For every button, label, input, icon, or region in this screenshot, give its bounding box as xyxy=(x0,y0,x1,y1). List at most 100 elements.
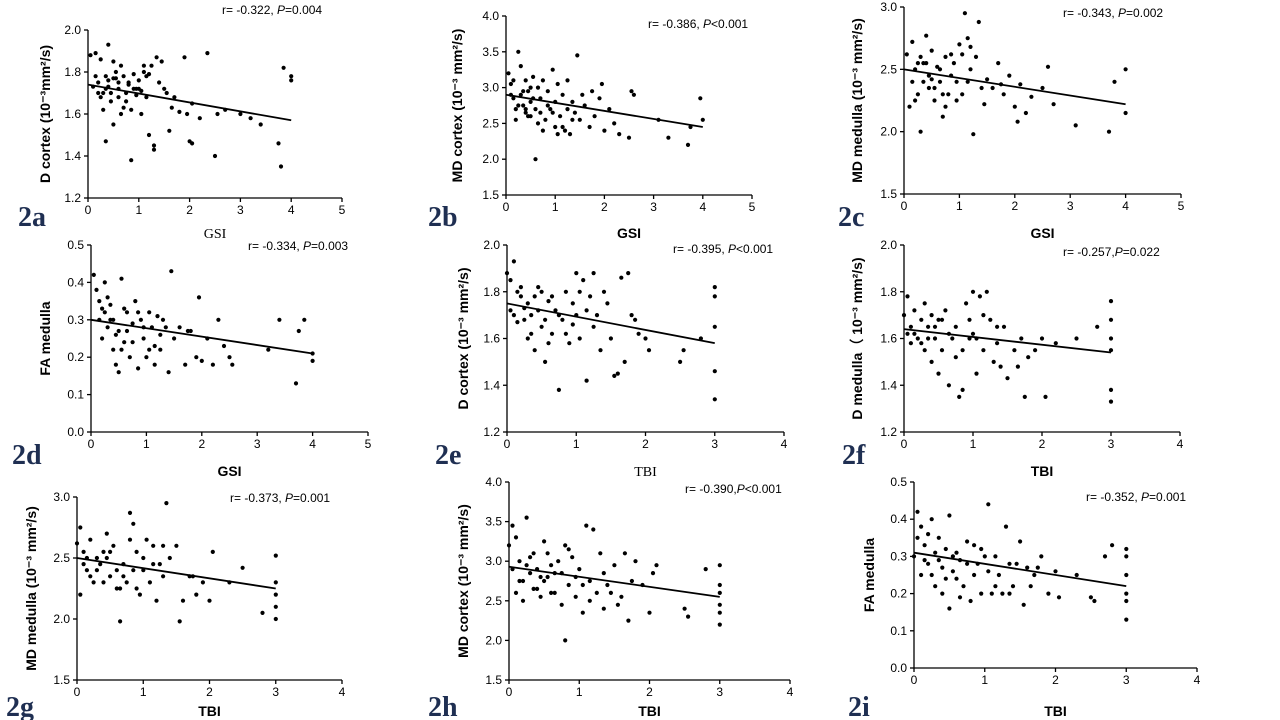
data-point xyxy=(559,602,564,607)
data-point xyxy=(1001,324,1007,329)
data-point xyxy=(1053,341,1058,346)
data-point xyxy=(525,301,530,306)
data-point xyxy=(922,301,927,306)
data-point xyxy=(177,619,182,624)
data-point xyxy=(935,64,940,69)
y-axis-label: D cortex (10⁻³ mm²/s) xyxy=(455,268,471,410)
data-point xyxy=(1019,336,1024,341)
stat-p-value: <0.001 xyxy=(745,482,782,496)
data-point xyxy=(146,132,152,138)
data-point xyxy=(94,287,99,292)
x-tick-label: 4 xyxy=(339,685,346,699)
data-point xyxy=(990,85,995,91)
data-point xyxy=(619,275,624,280)
data-point xyxy=(81,562,86,567)
data-point xyxy=(626,271,631,276)
x-tick-label: 2 xyxy=(1011,199,1018,213)
y-tick-label: 3.0 xyxy=(880,0,897,14)
data-point xyxy=(172,95,177,100)
data-point xyxy=(1106,129,1112,134)
data-point xyxy=(108,317,113,322)
data-point xyxy=(1000,591,1005,596)
data-point xyxy=(525,336,530,341)
y-tick-label: 3.0 xyxy=(482,81,499,95)
data-point xyxy=(960,52,965,57)
data-point xyxy=(993,554,998,559)
data-point xyxy=(666,135,671,140)
data-point xyxy=(131,86,136,91)
data-point xyxy=(81,549,86,555)
data-point xyxy=(513,107,518,112)
data-point xyxy=(529,331,534,336)
y-tick-label: 0.2 xyxy=(890,587,907,601)
data-point xyxy=(950,554,956,559)
data-point xyxy=(577,336,582,341)
data-point xyxy=(563,289,569,294)
data-point xyxy=(921,79,926,84)
data-point xyxy=(1124,554,1129,559)
stat-p-symbol: P xyxy=(303,239,311,253)
data-point xyxy=(289,78,294,83)
y-tick-label: 3.5 xyxy=(485,515,502,529)
y-tick-label: 0.4 xyxy=(890,512,907,526)
data-point xyxy=(1003,524,1009,529)
y-tick-label: 0.5 xyxy=(890,475,907,489)
data-point xyxy=(100,336,105,341)
data-point xyxy=(93,51,98,56)
data-point xyxy=(88,537,93,542)
data-point xyxy=(91,272,96,277)
stat-r: r= -0.257, xyxy=(1063,245,1115,259)
data-point xyxy=(1110,543,1115,548)
data-point xyxy=(943,576,948,581)
y-tick-label: 1.2 xyxy=(880,425,897,439)
stat-p-symbol: P xyxy=(1141,490,1149,504)
y-tick-label: 2.5 xyxy=(482,116,499,130)
data-point xyxy=(136,78,141,83)
data-point xyxy=(915,336,920,341)
x-tick-label: 2 xyxy=(1052,673,1059,687)
data-point xyxy=(979,85,984,91)
data-point xyxy=(982,102,987,107)
data-point xyxy=(124,99,129,104)
y-tick-label: 2.0 xyxy=(485,633,502,647)
y-tick-label: 1.6 xyxy=(483,332,500,346)
data-point xyxy=(524,515,529,520)
data-point xyxy=(1029,94,1034,99)
data-point xyxy=(622,359,627,364)
data-point xyxy=(542,578,547,584)
regression-line xyxy=(508,565,720,598)
data-point xyxy=(129,107,134,112)
data-point xyxy=(947,513,952,518)
data-point xyxy=(947,606,952,611)
data-point xyxy=(163,325,168,330)
data-point xyxy=(1040,85,1045,91)
data-point xyxy=(698,96,703,101)
x-axis-label: TBI xyxy=(1031,463,1054,479)
data-point xyxy=(599,81,605,87)
x-tick-label: 0 xyxy=(88,437,95,451)
data-point xyxy=(539,324,544,329)
x-tick-label: 1 xyxy=(135,203,142,217)
data-point xyxy=(622,551,628,556)
data-point xyxy=(166,370,171,375)
data-point xyxy=(601,606,606,611)
panel-2a: 0 1 2 3 4 5 1.2 1.4 1.6 1.8 2.0 GSI D cortex (10⁻³mm… xyxy=(18,3,346,242)
data-point xyxy=(215,111,220,117)
data-point xyxy=(1005,376,1010,381)
data-point xyxy=(591,271,596,276)
correlation-stat: r= -0.395, P<0.001 xyxy=(673,242,773,256)
data-point xyxy=(185,328,190,334)
data-point xyxy=(974,371,979,376)
data-point xyxy=(531,551,536,556)
data-point xyxy=(700,117,705,122)
data-point xyxy=(570,301,575,306)
data-point xyxy=(105,325,110,330)
data-point xyxy=(1035,565,1040,570)
data-point xyxy=(154,55,159,60)
y-axis-label: FA medulla xyxy=(861,538,877,612)
regression-line xyxy=(87,83,292,122)
data-point xyxy=(212,153,218,159)
data-point xyxy=(629,89,634,94)
data-point xyxy=(577,567,582,572)
